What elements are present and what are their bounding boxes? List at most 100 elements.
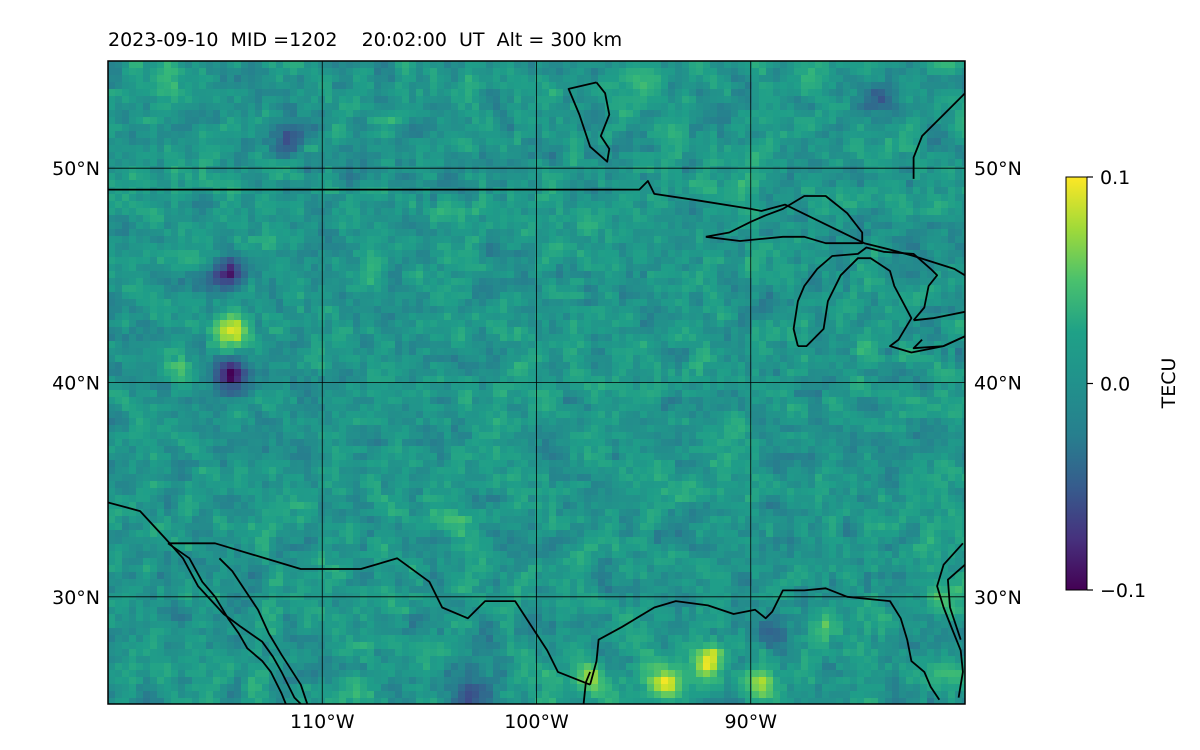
heat-cell xyxy=(339,138,347,146)
heat-cell xyxy=(556,271,564,279)
heat-cell xyxy=(759,271,767,279)
heat-cell xyxy=(577,152,585,160)
heat-cell xyxy=(311,334,319,342)
heat-cell xyxy=(276,96,284,104)
heat-cell xyxy=(759,61,767,69)
heat-cell xyxy=(752,257,760,265)
heat-cell xyxy=(934,278,942,286)
heat-cell xyxy=(402,173,410,181)
heat-cell xyxy=(780,264,788,272)
heat-cell xyxy=(920,208,928,216)
heat-cell xyxy=(612,180,620,188)
heat-cell xyxy=(535,264,543,272)
heat-cell xyxy=(227,320,235,328)
heat-cell xyxy=(346,222,354,230)
heat-cell xyxy=(297,68,305,76)
heat-cell xyxy=(752,152,760,160)
heat-cell xyxy=(710,243,718,251)
heat-cell xyxy=(521,201,529,209)
heat-cell xyxy=(535,341,543,349)
heat-cell xyxy=(570,285,578,293)
heat-cell xyxy=(206,264,214,272)
heat-cell xyxy=(220,187,228,195)
heat-cell xyxy=(703,61,711,69)
heat-cell xyxy=(416,271,424,279)
heat-cell xyxy=(577,327,585,335)
heat-cell xyxy=(843,180,851,188)
heat-cell xyxy=(353,313,361,321)
heat-cell xyxy=(241,236,249,244)
heat-cell xyxy=(745,68,753,76)
heat-cell xyxy=(654,173,662,181)
heat-cell xyxy=(661,264,669,272)
heat-cell xyxy=(556,292,564,300)
heat-cell xyxy=(381,208,389,216)
heat-cell xyxy=(220,124,228,132)
heat-cell xyxy=(668,145,676,153)
heat-cell xyxy=(661,82,669,90)
heat-cell xyxy=(619,334,627,342)
heat-cell xyxy=(122,194,130,202)
heat-cell xyxy=(801,215,809,223)
heat-cell xyxy=(367,89,375,97)
heat-cell xyxy=(556,159,564,167)
heat-cell xyxy=(346,124,354,132)
heat-cell xyxy=(591,75,599,83)
heat-cell xyxy=(934,110,942,118)
heat-cell xyxy=(486,271,494,279)
heat-cell xyxy=(381,299,389,307)
heat-cell xyxy=(654,229,662,237)
heat-cell xyxy=(787,145,795,153)
heat-cell xyxy=(444,313,452,321)
heat-cell xyxy=(444,68,452,76)
heat-cell xyxy=(388,222,396,230)
heat-cell xyxy=(780,208,788,216)
heat-cell xyxy=(374,145,382,153)
heat-cell xyxy=(836,194,844,202)
heat-cell xyxy=(710,194,718,202)
heat-cell xyxy=(962,236,965,244)
heat-cell xyxy=(416,208,424,216)
heat-cell xyxy=(465,229,473,237)
heat-cell xyxy=(549,180,557,188)
heat-cell xyxy=(395,166,403,174)
heat-cell xyxy=(612,110,620,118)
heat-cell xyxy=(738,334,746,342)
heat-cell xyxy=(514,152,522,160)
heat-cell xyxy=(192,201,200,209)
heat-cell xyxy=(108,68,116,76)
heat-cell xyxy=(185,292,193,300)
heat-cell xyxy=(801,187,809,195)
heat-cell xyxy=(416,96,424,104)
heat-cell xyxy=(346,285,354,293)
heat-cell xyxy=(430,299,438,307)
heat-cell xyxy=(745,306,753,314)
heat-cell xyxy=(129,215,137,223)
heat-cell xyxy=(794,103,802,111)
heat-cell xyxy=(934,257,942,265)
heat-cell xyxy=(514,103,522,111)
heat-cell xyxy=(556,250,564,258)
heat-cell xyxy=(626,152,634,160)
heat-cell xyxy=(507,215,515,223)
heat-cell xyxy=(374,159,382,167)
heat-cell xyxy=(360,285,368,293)
heat-cell xyxy=(227,327,235,335)
heat-cell xyxy=(451,166,459,174)
heat-cell xyxy=(731,285,739,293)
heat-cell xyxy=(738,131,746,139)
heat-cell xyxy=(787,236,795,244)
heat-cell xyxy=(297,96,305,104)
heat-cell xyxy=(486,278,494,286)
heat-cell xyxy=(766,61,774,69)
heat-cell xyxy=(745,299,753,307)
heat-cell xyxy=(500,334,508,342)
heat-cell xyxy=(717,278,725,286)
heat-cell xyxy=(871,292,879,300)
heat-cell xyxy=(787,313,795,321)
heat-cell xyxy=(696,166,704,174)
heat-cell xyxy=(178,124,186,132)
heat-cell xyxy=(409,299,417,307)
heat-cell xyxy=(269,243,277,251)
heat-cell xyxy=(549,124,557,132)
